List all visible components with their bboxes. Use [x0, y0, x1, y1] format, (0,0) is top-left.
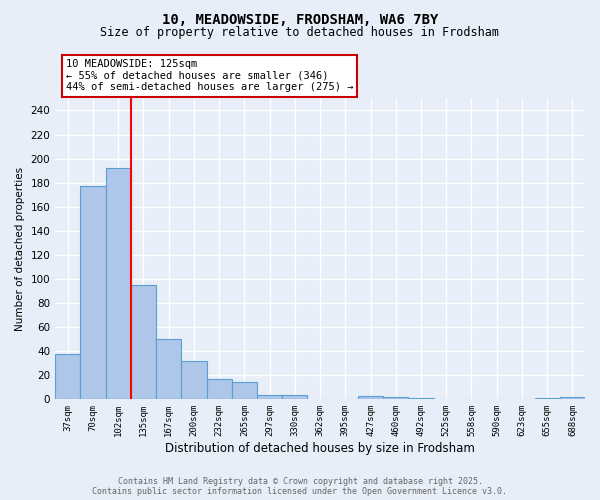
- Bar: [181, 361, 206, 400]
- Text: Contains HM Land Registry data © Crown copyright and database right 2025.: Contains HM Land Registry data © Crown c…: [118, 477, 482, 486]
- Bar: [560, 397, 585, 400]
- Bar: [131, 285, 156, 400]
- Text: Size of property relative to detached houses in Frodsham: Size of property relative to detached ho…: [101, 26, 499, 39]
- Bar: [358, 396, 383, 400]
- Bar: [257, 394, 282, 400]
- Text: 10, MEADOWSIDE, FRODSHAM, WA6 7BY: 10, MEADOWSIDE, FRODSHAM, WA6 7BY: [162, 12, 438, 26]
- Bar: [409, 398, 434, 400]
- Bar: [535, 398, 560, 400]
- Bar: [206, 379, 232, 400]
- Bar: [282, 394, 307, 400]
- Bar: [55, 354, 80, 400]
- Bar: [232, 382, 257, 400]
- X-axis label: Distribution of detached houses by size in Frodsham: Distribution of detached houses by size …: [165, 442, 475, 455]
- Bar: [80, 186, 106, 400]
- Bar: [383, 397, 409, 400]
- Bar: [156, 339, 181, 400]
- Bar: [106, 168, 131, 400]
- Text: Contains public sector information licensed under the Open Government Licence v3: Contains public sector information licen…: [92, 487, 508, 496]
- Text: 10 MEADOWSIDE: 125sqm
← 55% of detached houses are smaller (346)
44% of semi-det: 10 MEADOWSIDE: 125sqm ← 55% of detached …: [66, 59, 353, 92]
- Y-axis label: Number of detached properties: Number of detached properties: [15, 167, 25, 331]
